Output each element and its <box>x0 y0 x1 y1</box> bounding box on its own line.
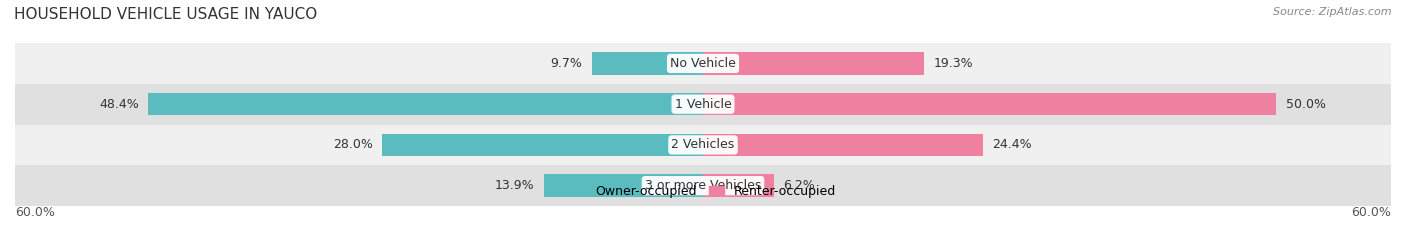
Bar <box>703 174 775 197</box>
Text: 2 Vehicles: 2 Vehicles <box>672 138 734 151</box>
Text: HOUSEHOLD VEHICLE USAGE IN YAUCO: HOUSEHOLD VEHICLE USAGE IN YAUCO <box>14 7 318 22</box>
Text: Source: ZipAtlas.com: Source: ZipAtlas.com <box>1274 7 1392 17</box>
Bar <box>15 84 1391 124</box>
Text: 13.9%: 13.9% <box>495 179 534 192</box>
Bar <box>592 52 703 75</box>
Text: 1 Vehicle: 1 Vehicle <box>675 98 731 111</box>
Bar <box>15 43 1391 84</box>
Text: 24.4%: 24.4% <box>993 138 1032 151</box>
Bar <box>703 134 983 156</box>
Bar <box>15 124 1391 165</box>
Text: 50.0%: 50.0% <box>1285 98 1326 111</box>
Bar <box>544 174 703 197</box>
Bar <box>15 165 1391 206</box>
Bar <box>382 134 703 156</box>
Text: 28.0%: 28.0% <box>333 138 373 151</box>
Text: 19.3%: 19.3% <box>934 57 973 70</box>
Legend: Owner-occupied, Renter-occupied: Owner-occupied, Renter-occupied <box>565 180 841 203</box>
Text: 60.0%: 60.0% <box>15 206 55 219</box>
Text: 9.7%: 9.7% <box>551 57 582 70</box>
Bar <box>703 52 924 75</box>
Text: 6.2%: 6.2% <box>783 179 815 192</box>
Bar <box>148 93 703 115</box>
Text: 60.0%: 60.0% <box>1351 206 1391 219</box>
Bar <box>703 93 1277 115</box>
Text: No Vehicle: No Vehicle <box>671 57 735 70</box>
Text: 48.4%: 48.4% <box>98 98 139 111</box>
Text: 3 or more Vehicles: 3 or more Vehicles <box>645 179 761 192</box>
